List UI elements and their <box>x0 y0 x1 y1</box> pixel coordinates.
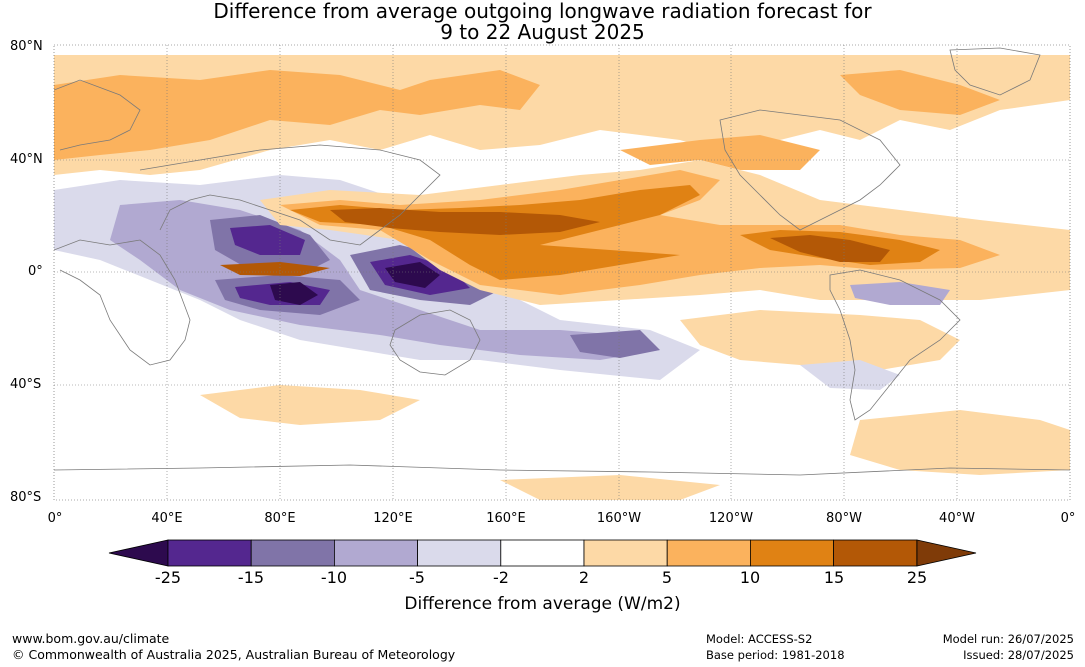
lat-label-80n: 80°N <box>10 39 43 54</box>
anomaly-region-pacific-tropical-mid <box>280 170 1000 295</box>
anomaly-region-pacific-north <box>620 135 820 170</box>
colorbar-box <box>333 539 418 567</box>
colorbar-box <box>750 539 835 567</box>
colorbar-box <box>417 539 502 567</box>
footer-base-period: Base period: 1981-2018 <box>706 648 845 662</box>
colorbar-min-extension <box>108 539 169 567</box>
colorbar-tick: -25 <box>154 568 182 587</box>
colorbar-boxes <box>167 539 918 567</box>
colorbar-box <box>500 539 585 567</box>
lon-label-40w: 40°W <box>939 511 975 526</box>
footer-copyright: © Commonwealth of Australia 2025, Austra… <box>12 647 456 662</box>
anomaly-region-southern-ocean <box>200 385 1070 500</box>
colorbar-box <box>167 539 252 567</box>
footer-site-link[interactable]: www.bom.gov.au/climate <box>12 631 169 647</box>
coastline-europe <box>54 79 141 151</box>
map-frame <box>53 44 1071 501</box>
anomaly-region-pacific-tropical-peak <box>220 208 890 276</box>
coastline-antarctica <box>54 464 1070 476</box>
coastline-asia <box>139 144 441 246</box>
anomaly-region-pacific-tropical-strong <box>290 185 940 280</box>
colorbar <box>108 539 977 567</box>
map-title-line-2: 9 to 22 August 2025 <box>440 20 645 44</box>
colorbar-tick: 10 <box>739 568 761 587</box>
footer-model: Model: ACCESS-S2 <box>706 632 813 646</box>
anomaly-region-indian-ocean-extreme <box>270 262 440 305</box>
colorbar-tick: 2 <box>578 568 590 587</box>
colorbar-box <box>583 539 668 567</box>
colorbar-label: Difference from average (W/m2) <box>404 594 681 614</box>
coastline-north-america <box>719 109 901 231</box>
lat-label-80s: 80°S <box>10 490 42 505</box>
lat-label-40s: 40°S <box>10 377 42 392</box>
lon-label-160e: 160°E <box>486 511 526 526</box>
coastline-australia <box>389 309 481 376</box>
footer-issued: Issued: 28/07/2025 <box>963 648 1074 662</box>
colorbar-tick: -15 <box>237 568 265 587</box>
colorbar-box <box>250 539 335 567</box>
colorbar-box <box>666 539 751 567</box>
colorbar-tick: 25 <box>906 568 928 587</box>
anomaly-region-south-america-purple <box>850 282 950 305</box>
colorbar-box <box>833 539 918 567</box>
lat-label-40n: 40°N <box>10 152 43 167</box>
lat-label-0: 0° <box>28 264 43 279</box>
lon-label-40e: 40°E <box>151 511 183 526</box>
coastline-south-america <box>829 269 961 421</box>
anomaly-region-eurasia <box>54 70 540 160</box>
olr-anomaly-map <box>53 44 1071 501</box>
colorbar-tick: -5 <box>409 568 425 587</box>
colorbar-max-extension <box>916 539 977 567</box>
lon-label-160w: 160°W <box>596 511 642 526</box>
anomaly-region-south-pacific <box>680 310 960 370</box>
lon-label-80e: 80°E <box>264 511 296 526</box>
footer-model-run: Model run: 26/07/2025 <box>942 632 1074 646</box>
lon-label-120w: 120°W <box>708 511 754 526</box>
lon-label-0-east: 0° <box>1060 511 1076 526</box>
colorbar-tick: 15 <box>823 568 845 587</box>
lon-label-80w: 80°W <box>826 511 862 526</box>
lon-label-120e: 120°E <box>373 511 413 526</box>
anomaly-region-north-america <box>840 70 1000 115</box>
coastline-greenland <box>949 47 1041 96</box>
coastline-africa <box>54 239 191 366</box>
map-title-line-1: Difference from average outgoing longwav… <box>213 0 872 23</box>
colorbar-tick: 5 <box>661 568 673 587</box>
lon-label-0: 0° <box>47 511 63 526</box>
colorbar-tick: -2 <box>493 568 509 587</box>
footer-site-text: www.bom.gov.au/climate <box>12 631 170 646</box>
anomaly-region-south-atlantic-purple <box>800 360 900 390</box>
colorbar-tick: -10 <box>320 568 348 587</box>
